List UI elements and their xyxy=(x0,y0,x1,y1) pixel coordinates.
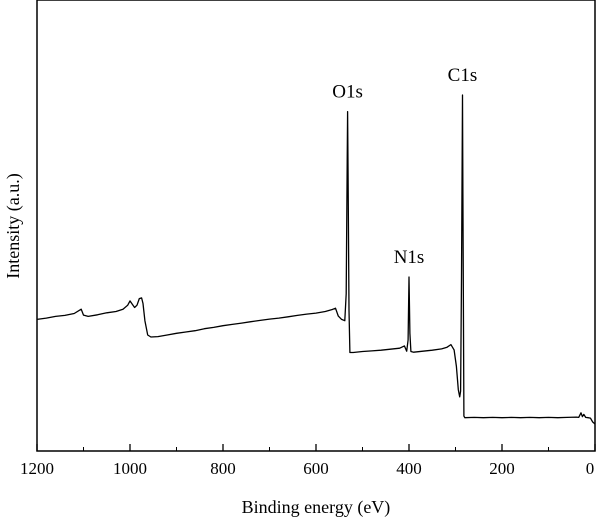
plot-frame xyxy=(36,0,596,452)
x-tick-label-1000: 1000 xyxy=(113,459,147,478)
y-axis-label: Intensity (a.u.) xyxy=(3,173,24,278)
spectrum-line xyxy=(36,94,596,425)
x-tick-label-1200: 1200 xyxy=(20,459,54,478)
x-axis-tick-labels: 1200 1000 800 600 400 200 0 xyxy=(20,459,594,478)
peak-label-n1s: N1s xyxy=(394,247,425,268)
x-tick-label-0: 0 xyxy=(586,459,595,478)
x-axis-ticks xyxy=(36,444,596,451)
x-tick-label-200: 200 xyxy=(489,459,515,478)
x-axis-label: Binding energy (eV) xyxy=(242,497,391,518)
x-tick-label-800: 800 xyxy=(210,459,236,478)
x-tick-label-400: 400 xyxy=(396,459,422,478)
x-tick-label-600: 600 xyxy=(303,459,329,478)
peak-label-c1s: C1s xyxy=(448,65,478,86)
peak-annotations: C1s O1s N1s xyxy=(332,65,477,268)
peak-label-o1s: O1s xyxy=(332,82,363,103)
